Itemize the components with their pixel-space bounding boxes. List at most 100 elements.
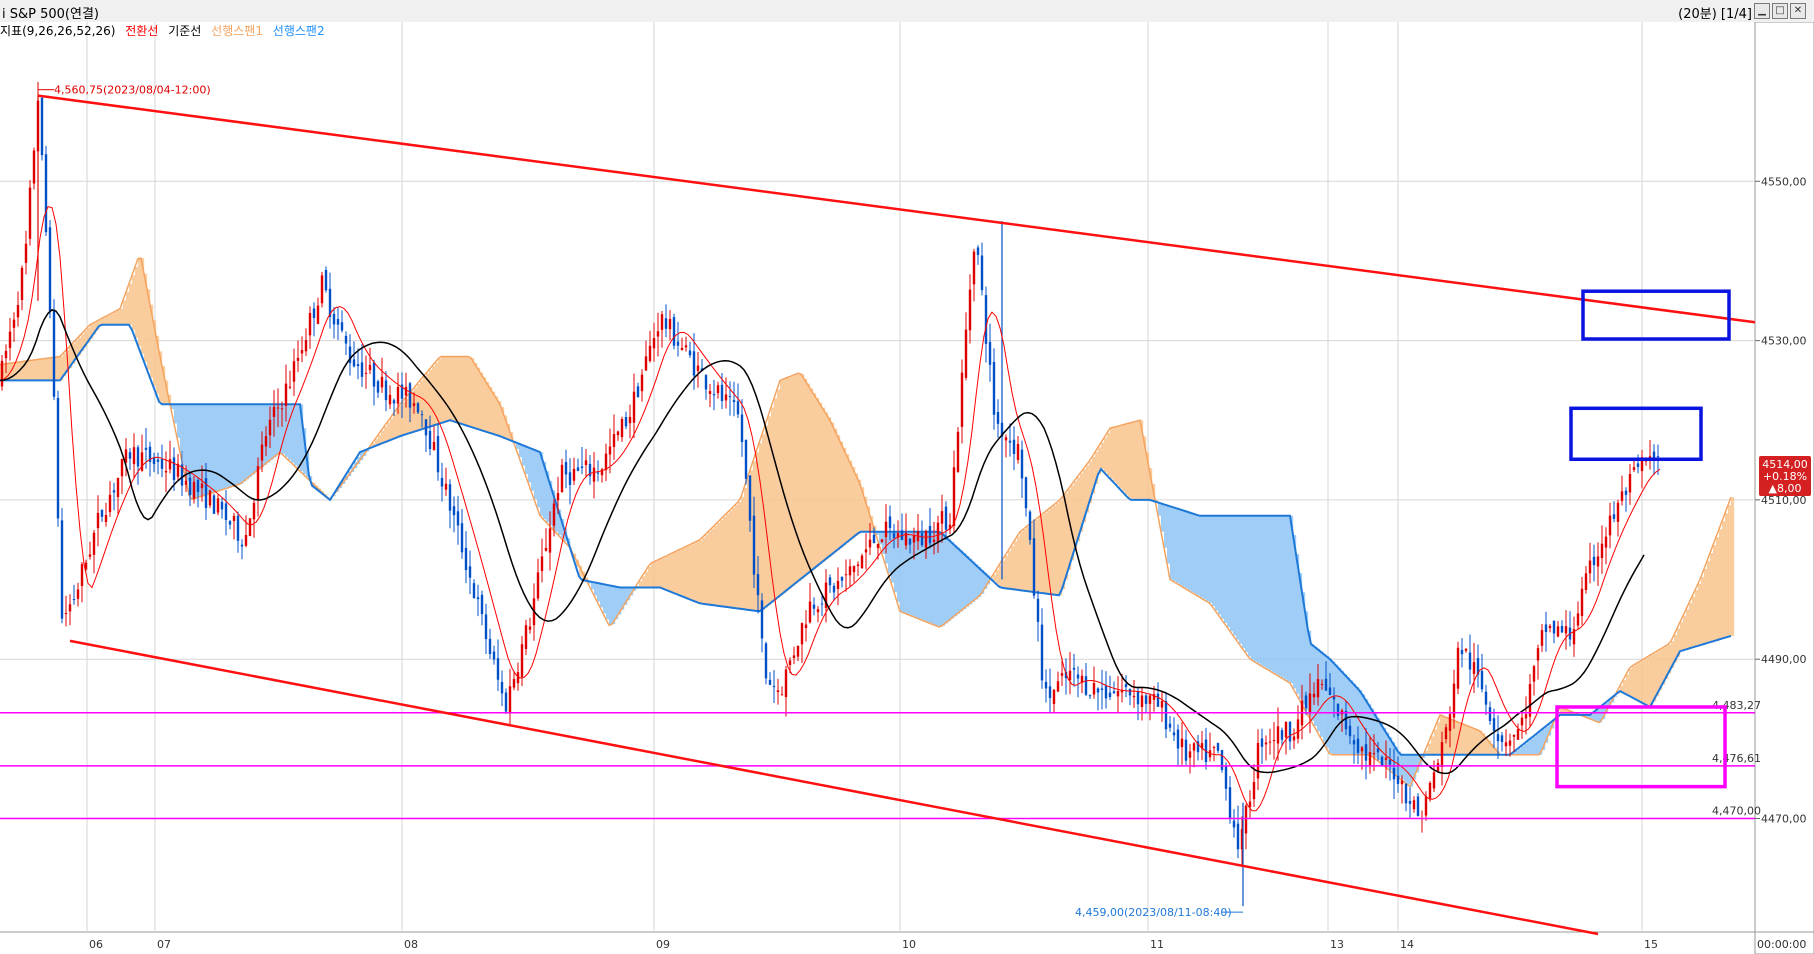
close-icon[interactable]: ✕: [1790, 3, 1806, 19]
cloud-segment: [324, 494, 328, 496]
cloud-segment: [51, 357, 55, 381]
cloud-segment: [1713, 545, 1717, 642]
cloud-segment: [1122, 425, 1126, 492]
cloud-segment: [48, 358, 52, 381]
cloud-segment: [876, 531, 880, 535]
candle-body: [856, 564, 860, 566]
cloud-segment: [1683, 615, 1687, 651]
cloud-segment: [645, 571, 649, 588]
candle-body: [852, 565, 856, 573]
candle-body: [656, 331, 660, 337]
cloud-segment: [546, 471, 550, 523]
candle-body: [272, 406, 276, 417]
candle-body: [1268, 741, 1272, 743]
cloud-segment: [1398, 751, 1402, 778]
candle-body: [1444, 727, 1448, 740]
cloud-segment: [243, 404, 247, 482]
cloud-segment: [201, 404, 205, 497]
cloud-segment: [1368, 703, 1372, 755]
candle-body: [556, 493, 560, 501]
candle-body: [124, 449, 128, 463]
candle-body: [1488, 707, 1492, 722]
candle-body: [972, 251, 976, 285]
cloud-segment: [414, 387, 418, 432]
candle-body: [440, 477, 444, 487]
candle-body: [196, 479, 200, 493]
cloud-segment: [927, 531, 931, 623]
cloud-segment: [1689, 602, 1693, 649]
cloud-segment: [1488, 740, 1492, 755]
cloud-segment: [228, 404, 232, 488]
minimize-icon[interactable]: ▁: [1754, 3, 1770, 19]
cloud-segment: [1275, 515, 1279, 675]
candle-body: [188, 477, 192, 496]
candle-body: [156, 459, 160, 462]
cloud-segment: [1053, 505, 1057, 595]
cloud-segment: [654, 561, 658, 588]
cloud-segment: [114, 311, 118, 325]
candle-body: [1532, 666, 1536, 682]
candle-body: [1084, 676, 1088, 695]
cloud-segment: [1131, 422, 1135, 500]
cloud-segment: [336, 490, 340, 492]
ichimoku-chart[interactable]: 06 07 08 09 10 11 13 14 15 00:00:00 4550,00 4530,00…: [0, 22, 1814, 954]
candle-body: [12, 319, 16, 328]
cloud-segment: [978, 567, 982, 598]
candle-body: [108, 494, 112, 513]
candle-body: [1140, 695, 1144, 708]
candle-body: [72, 599, 76, 601]
candle-body: [104, 514, 108, 523]
cloud-segment: [1299, 573, 1303, 700]
cloud-segment: [1257, 515, 1261, 664]
candle-body: [540, 556, 544, 571]
cloud-segment: [804, 378, 808, 577]
cloud-segment: [300, 404, 304, 472]
candle-body: [780, 694, 784, 696]
candle-body: [1012, 439, 1016, 455]
cloud-segment: [1311, 644, 1315, 721]
candle-body: [1028, 511, 1032, 540]
leading-span-1-line: [0, 257, 1732, 788]
cloud-segment: [1446, 717, 1450, 755]
candle-body: [1560, 626, 1564, 633]
cloud-segment: [216, 404, 220, 492]
cloud-segment: [297, 404, 301, 469]
candle-body: [1308, 693, 1312, 714]
candle-body: [992, 361, 996, 415]
candle-body: [648, 345, 652, 361]
candle-body: [448, 484, 452, 511]
candle-body: [432, 441, 436, 451]
cloud-segment: [924, 531, 928, 621]
cloud-segment: [1263, 515, 1267, 667]
candle-body: [688, 350, 692, 356]
cloud-segment: [291, 404, 295, 463]
candle-body: [580, 466, 584, 468]
cloud-segment: [939, 531, 943, 627]
candle-body: [888, 516, 892, 529]
cloud-segment: [999, 565, 1003, 587]
candle-body: [460, 523, 464, 553]
candle-body: [456, 511, 460, 526]
cloud-segment: [1662, 648, 1666, 685]
cloud-segment: [501, 407, 505, 437]
candle-body: [892, 533, 896, 538]
cloud-segment: [1197, 514, 1201, 596]
cloud-segment: [372, 443, 376, 448]
candle-body: [896, 533, 900, 538]
candle-body: [172, 457, 176, 480]
cloud-segment: [102, 318, 106, 325]
candle-body: [612, 434, 616, 447]
candle-body: [724, 394, 728, 401]
cloud-segment: [525, 446, 529, 475]
current-price-badge: [1759, 456, 1811, 497]
candle-body: [380, 376, 384, 388]
cloud-segment: [1059, 500, 1063, 596]
candle-body: [964, 329, 968, 378]
cloud-segment: [1416, 754, 1420, 773]
cloud-segment: [387, 422, 391, 442]
candle-body: [788, 660, 792, 665]
cloud-segment: [1476, 729, 1480, 755]
maximize-icon[interactable]: □: [1772, 3, 1788, 19]
y-tick-label: 4530,00: [1761, 335, 1807, 348]
cloud-segment: [1011, 546, 1015, 589]
